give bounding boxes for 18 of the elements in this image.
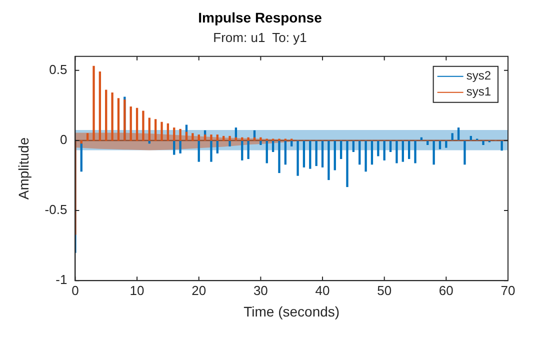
x-tick-label: 70 — [500, 282, 516, 298]
x-tick-label: 30 — [253, 282, 268, 298]
y-tick-label: -0.5 — [44, 202, 68, 218]
y-tick-label: -1 — [56, 272, 68, 288]
x-tick-label: 10 — [130, 282, 144, 298]
x-tick-label: 60 — [438, 282, 454, 298]
chart-title: Impulse Response — [198, 9, 322, 26]
legend-label: sys2 — [466, 68, 492, 83]
x-tick-label: 20 — [192, 282, 206, 298]
y-axis-title: Amplitude — [15, 137, 32, 200]
x-axis-title: Time (seconds) — [244, 303, 340, 320]
chart-subtitle: From: u1 To: y1 — [213, 30, 307, 46]
y-tick-label: 0 — [60, 132, 68, 148]
x-tick-label: 40 — [315, 282, 330, 298]
x-tick-label: 0 — [72, 282, 79, 298]
y-tick-label: 0.5 — [49, 62, 68, 77]
legend-label: sys1 — [466, 84, 492, 99]
x-tick-label: 50 — [377, 282, 392, 298]
